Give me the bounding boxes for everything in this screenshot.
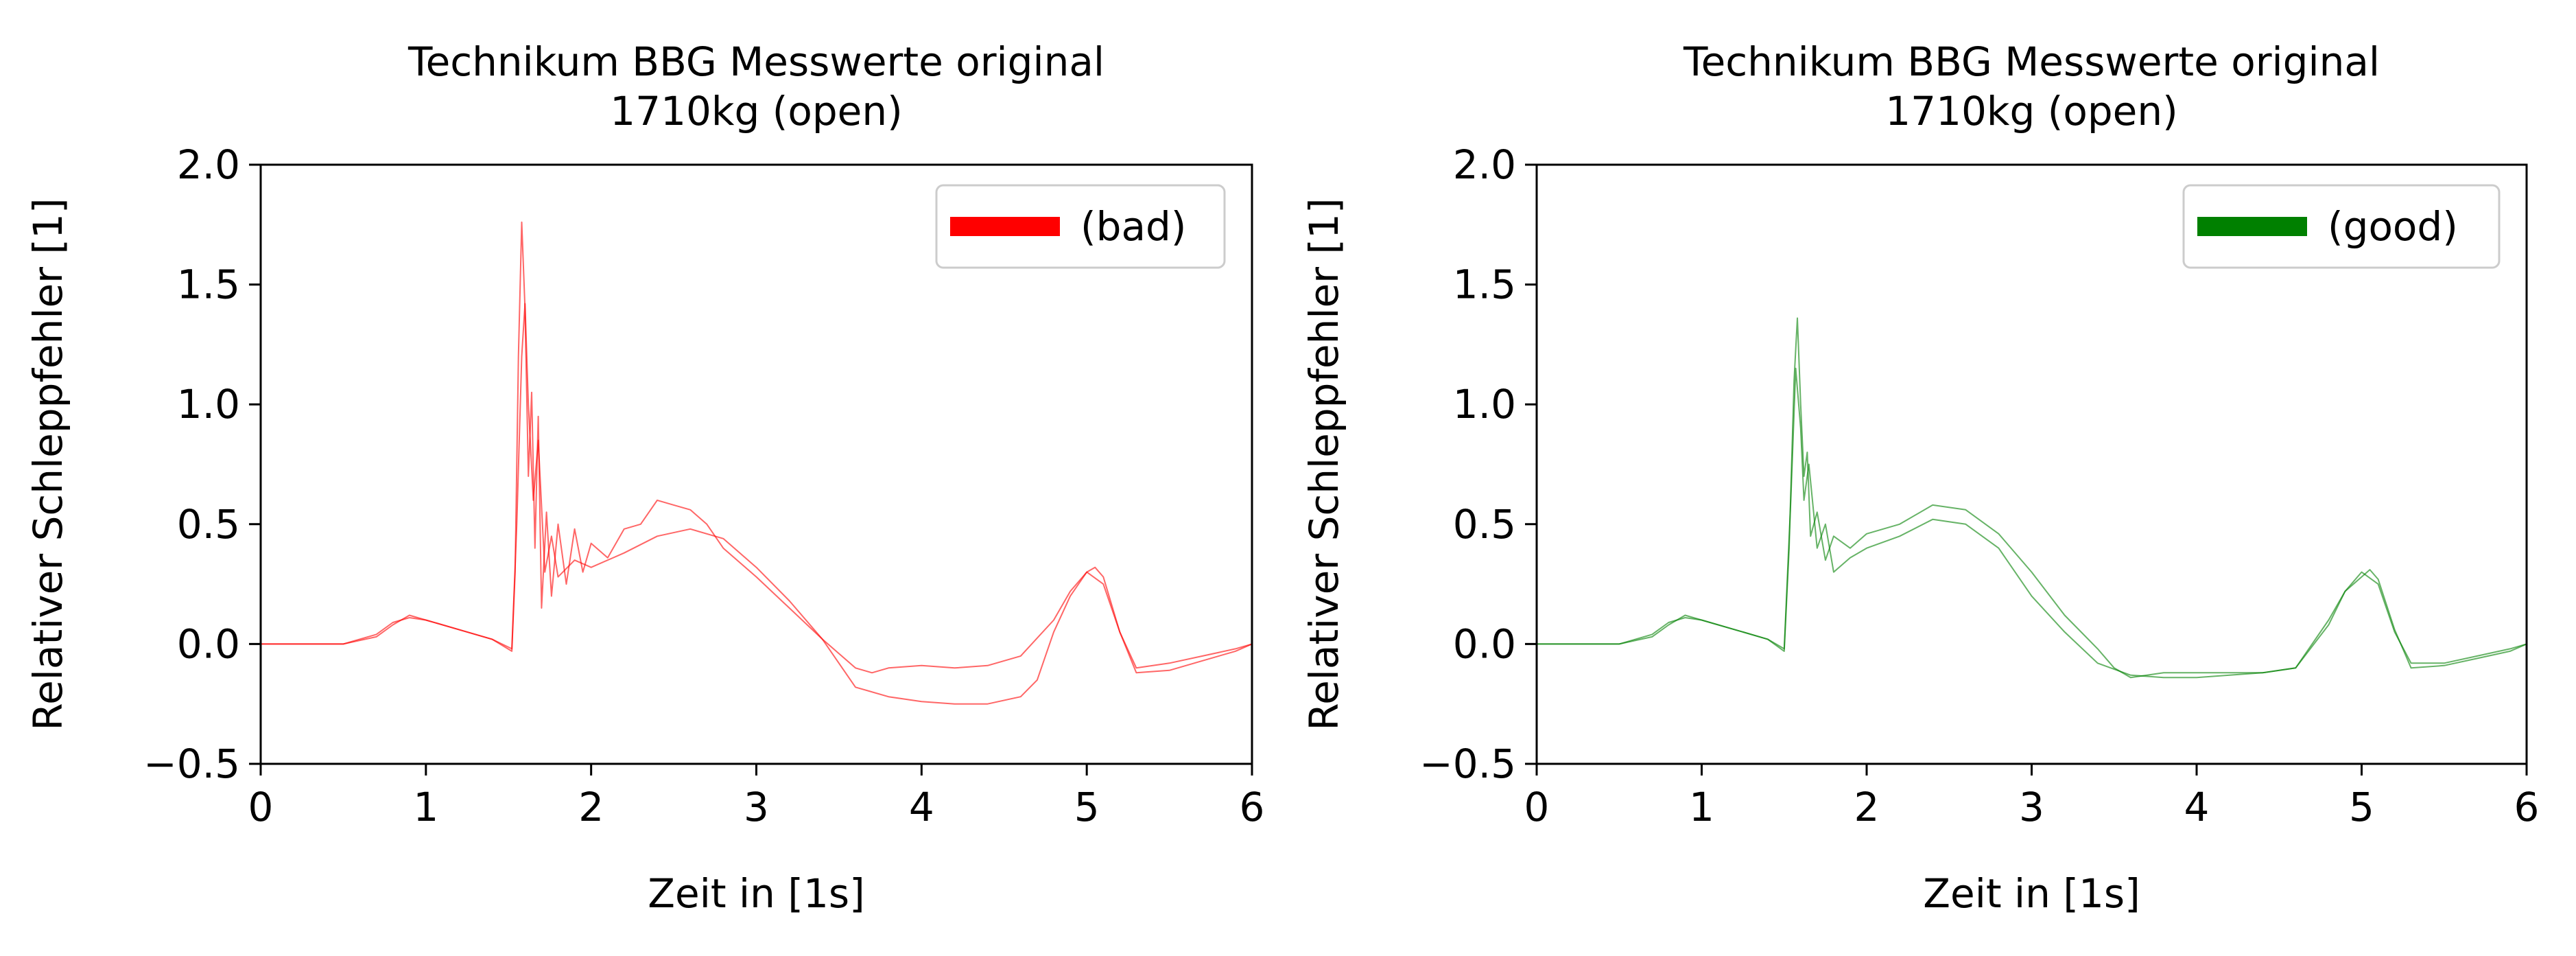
- legend-box: [2182, 184, 2501, 269]
- x-tick-label: 0: [1524, 784, 1550, 830]
- y-tick-label: 2.0: [177, 141, 240, 188]
- x-tick-label: 4: [909, 784, 934, 830]
- y-tick-label: 0.5: [1453, 501, 1516, 548]
- y-tick-label: 0.0: [1453, 620, 1516, 667]
- x-tick-label: 4: [2184, 784, 2210, 830]
- x-axis-label: Zeit in [1s]: [648, 870, 864, 917]
- x-tick-label: 6: [2514, 784, 2540, 830]
- y-axis-label: Relativer Schleppfehler [1]: [25, 198, 71, 730]
- chart-title-line-1: Technikum BBG Messwerte original: [1683, 38, 2380, 85]
- chart-title-line-2: 1710kg (open): [1885, 88, 2177, 135]
- chart-title-line-2: 1710kg (open): [610, 88, 902, 135]
- series-line-1: [1537, 317, 2527, 679]
- y-tick-label: 1.5: [177, 261, 240, 308]
- x-tick-label: 1: [1689, 784, 1714, 830]
- x-tick-label: 2: [1854, 784, 1880, 830]
- x-tick-label: 5: [1074, 784, 1100, 830]
- y-tick-label: −0.5: [143, 741, 240, 787]
- y-tick-label: 1.0: [177, 381, 240, 428]
- legend-label: (good): [2328, 203, 2458, 250]
- x-tick-label: 1: [413, 784, 438, 830]
- x-axis-label: Zeit in [1s]: [1923, 870, 2140, 917]
- chart-title-line-1: Technikum BBG Messwerte original: [407, 38, 1104, 85]
- y-axis-label: Relativer Schleppfehler [1]: [1301, 198, 1347, 730]
- y-tick-label: 2.0: [1453, 141, 1516, 188]
- x-tick-label: 3: [2019, 784, 2044, 830]
- series-line-2: [261, 303, 1253, 705]
- legend-box: [935, 184, 1226, 269]
- x-tick-label: 3: [744, 784, 769, 830]
- legend-label: (bad): [1080, 203, 1186, 250]
- series-line-1: [261, 221, 1253, 674]
- y-tick-label: 0.5: [177, 501, 240, 548]
- y-tick-label: −0.5: [1419, 741, 1516, 787]
- series-line-2: [1537, 367, 2527, 679]
- x-tick-label: 2: [578, 784, 604, 830]
- y-tick-label: 1.5: [1453, 261, 1516, 308]
- x-tick-label: 6: [1240, 784, 1265, 830]
- x-tick-label: 5: [2349, 784, 2374, 830]
- x-tick-label: 0: [248, 784, 274, 830]
- y-tick-label: 0.0: [177, 620, 240, 667]
- y-tick-label: 1.0: [1453, 381, 1516, 428]
